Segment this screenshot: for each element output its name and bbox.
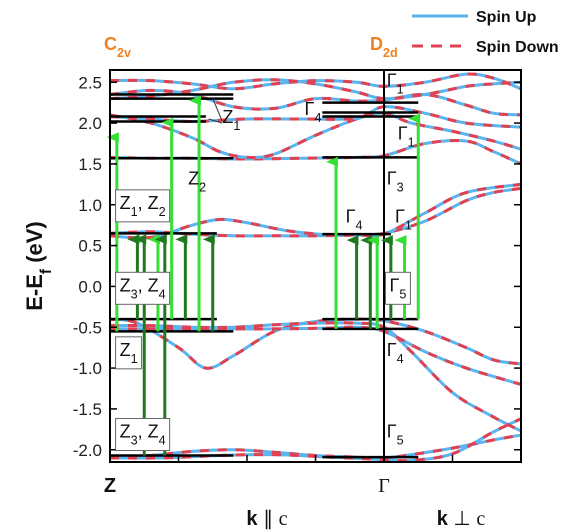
band-spin-down-0 [109,433,522,460]
y-tick-label: 0.5 [78,237,102,256]
y-axis-title: E-Ef (eV) [22,221,55,311]
annotation-box [384,271,411,305]
annotation-label: Γ3 [387,168,404,194]
annotation-label: Z3, Z4 [120,422,166,448]
y-tick-label: -2.0 [73,441,102,460]
y-tick-label: 0.0 [78,277,102,296]
annotation-label: Z1, Z2 [120,193,166,219]
band-spin-down-6 [109,182,522,238]
band-spin-down-8 [109,111,522,160]
plot-area [106,69,522,463]
x-direction-label: k ∥ c [246,508,287,530]
y-tick-label: 2.5 [78,73,102,92]
annotation-box [115,336,143,370]
y-tick-label: 2.0 [78,114,102,133]
band-spin-down-1 [109,417,522,463]
band-spin-down-2 [109,317,522,370]
band-spin-down-3 [109,321,522,433]
annotation-box [115,418,171,451]
annotation-label: Z3, Z4 [120,275,166,301]
annotation-label: Z1 [222,107,240,133]
leader-line [208,118,223,124]
band-spin-up-3 [109,321,522,433]
annotation-label: Z2 [188,168,206,194]
symmetry-label-d2d: D2d [370,34,398,60]
y-tick-label: -1.0 [73,359,102,378]
annotation-label: Γ1 [398,123,415,149]
band-spin-down-12 [109,78,522,101]
y-tick-label: 1.0 [78,196,102,215]
band-spin-down-7 [109,139,522,166]
x-point-z: Z [104,475,116,497]
annotation-label: Γ4 [346,207,363,233]
symmetry-label-c2v: C2v [104,34,131,60]
leader-line [212,98,223,122]
legend-label: Spin Up [476,9,537,26]
annotation-label: Γ1 [395,207,412,233]
annotation-box [115,189,171,223]
band-spin-down-11 [109,72,522,91]
annotation-label: Z1 [120,340,138,366]
annotation-label: Γ4 [305,99,322,125]
legend-label: Spin Down [476,39,559,56]
band-spin-down-4 [109,325,522,386]
annotation-label: Γ4 [387,340,404,366]
band-spin-up-4 [109,325,522,386]
y-tick-label: 1.5 [78,155,102,174]
x-direction-label: k ⊥ c [437,508,486,530]
annotation-label: Γ1 [387,70,404,96]
x-point-gamma: Γ [378,475,390,497]
annotation-box [115,271,171,305]
y-tick-label: -0.5 [73,318,102,337]
annotation-label: Γ5 [387,422,404,448]
chart-text: 2.5 2.0 1.5 1.0 0.5 0.0 -0.5 -1.0 -1.5 -2.0 E-Ef (… [22,9,559,530]
annotation-label: Γ5 [389,275,406,301]
y-tick-label: -1.5 [73,400,102,419]
